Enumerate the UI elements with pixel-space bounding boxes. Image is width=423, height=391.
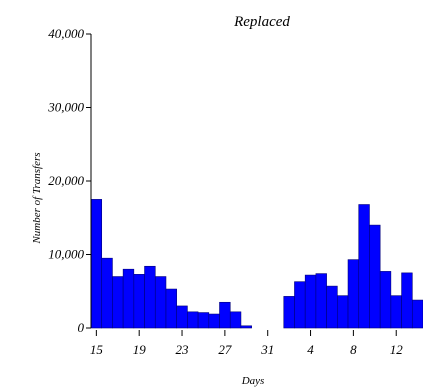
x-tick-label: 12 <box>390 342 404 357</box>
x-tick-label: 15 <box>90 342 104 357</box>
bar-23-8 <box>176 305 188 329</box>
bar-11-27 <box>379 271 392 329</box>
y-axis-label: Number of Transfers <box>31 152 43 244</box>
bar-6-22 <box>326 285 338 329</box>
bar-19-4 <box>133 274 145 329</box>
bar-2-18 <box>283 296 295 329</box>
bar-14-30 <box>411 299 423 329</box>
bar-20-5 <box>144 265 156 329</box>
x-tick-label: 4 <box>307 342 314 357</box>
bar-22-7 <box>165 288 177 329</box>
y-tick-label: 30,000 <box>47 100 84 115</box>
y-tick-label: 10,000 <box>48 247 84 262</box>
x-tick-label: 19 <box>133 342 147 357</box>
bar-28-13 <box>229 311 242 329</box>
bar-27-12 <box>219 301 231 329</box>
x-tick-label: 31 <box>260 342 274 357</box>
bar-9-25 <box>358 204 370 329</box>
bar-24-9 <box>187 311 199 329</box>
bar-10-26 <box>369 224 381 329</box>
bar-5-21 <box>315 273 327 329</box>
x-axis-ticks: 15 19 23 27 31 4 8 12 <box>90 330 403 357</box>
x-tick-label: 23 <box>176 342 190 357</box>
y-tick-label: 40,000 <box>48 26 84 41</box>
bar-12-28 <box>390 295 402 329</box>
chart-title: Replaced <box>233 14 290 30</box>
bar-26-11 <box>208 313 220 329</box>
x-axis-label: Days <box>241 375 265 387</box>
bar-3-19 <box>294 281 306 329</box>
bar-8-24 <box>347 259 360 329</box>
bar-17-2 <box>112 276 124 329</box>
bar-21-6 <box>154 276 167 329</box>
bar-7-23 <box>337 295 349 329</box>
bar-15-0 <box>90 199 103 329</box>
bar-16-1 <box>101 257 113 329</box>
y-axis-ticks: 0 10,000 20,000 30,000 40,000 <box>47 26 91 335</box>
bar-29-14 <box>240 325 252 329</box>
bars <box>90 199 423 329</box>
x-tick-label: 8 <box>350 342 357 357</box>
bar-13-29 <box>401 272 413 329</box>
y-tick-label: 20,000 <box>48 173 84 188</box>
bar-25-10 <box>197 312 210 329</box>
y-tick-label: 0 <box>78 320 85 335</box>
bar-4-20 <box>304 274 317 329</box>
bar-18-3 <box>122 268 135 329</box>
x-tick-label: 27 <box>218 342 232 357</box>
